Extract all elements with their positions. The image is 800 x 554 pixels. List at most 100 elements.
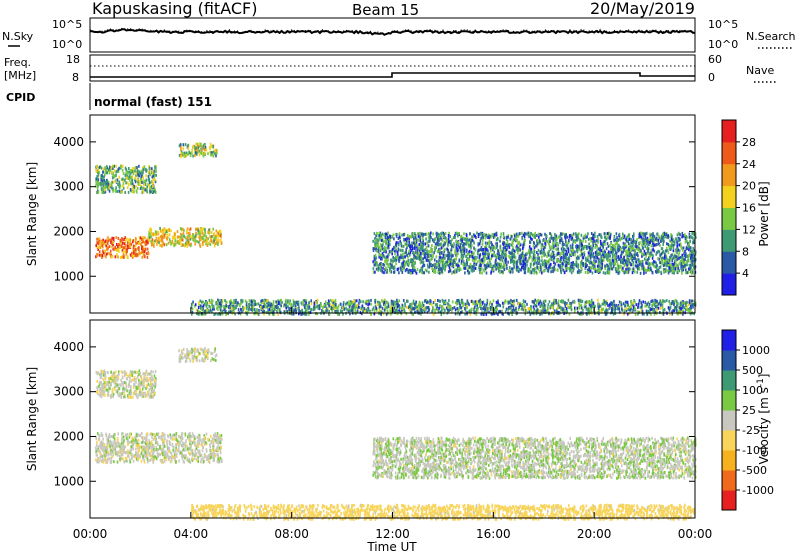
range-cell bbox=[472, 252, 475, 255]
range-cell bbox=[214, 152, 216, 156]
range-cell bbox=[666, 264, 668, 268]
range-cell bbox=[626, 265, 629, 269]
range-cell bbox=[132, 254, 135, 258]
noise-left-tick-bottom: 10^0 bbox=[52, 38, 82, 51]
range-cell bbox=[625, 245, 628, 249]
range-cell bbox=[638, 262, 641, 266]
range-cell bbox=[452, 242, 455, 246]
range-cell bbox=[398, 271, 400, 275]
range-cell bbox=[623, 271, 626, 275]
range-cell bbox=[151, 171, 154, 175]
range-cell bbox=[565, 241, 568, 245]
range-cell bbox=[634, 248, 637, 252]
range-cell bbox=[133, 249, 135, 253]
range-cell bbox=[145, 169, 148, 173]
range-cell bbox=[592, 262, 595, 266]
range-cell bbox=[610, 246, 612, 249]
range-cell bbox=[521, 260, 523, 263]
range-cell bbox=[138, 164, 140, 168]
range-cell bbox=[469, 263, 472, 267]
range-cell bbox=[540, 248, 543, 252]
range-cell bbox=[568, 266, 570, 270]
range-cell bbox=[140, 177, 143, 181]
range-cell bbox=[610, 264, 613, 268]
range-cell bbox=[647, 247, 649, 251]
range-cell bbox=[584, 270, 587, 274]
range-cell bbox=[612, 249, 614, 253]
range-cell bbox=[553, 268, 555, 272]
range-cell bbox=[514, 239, 517, 243]
range-cell bbox=[565, 253, 567, 256]
range-cell bbox=[636, 270, 639, 274]
range-cell bbox=[417, 232, 419, 236]
range-cell bbox=[122, 241, 124, 245]
range-cell bbox=[435, 232, 438, 236]
range-cell bbox=[542, 239, 544, 243]
range-cell bbox=[409, 246, 412, 250]
range-cell bbox=[151, 167, 153, 171]
range-cell bbox=[426, 263, 429, 267]
range-cell bbox=[202, 144, 205, 148]
range-cell bbox=[653, 235, 656, 239]
range-cell bbox=[619, 247, 622, 251]
range-cell bbox=[521, 266, 523, 269]
range-cell bbox=[563, 248, 566, 252]
range-cell bbox=[570, 245, 572, 249]
range-cell bbox=[484, 249, 486, 253]
range-cell bbox=[610, 241, 613, 245]
range-cell bbox=[378, 255, 380, 259]
range-cell bbox=[631, 258, 633, 262]
range-cell bbox=[478, 249, 480, 253]
range-cell bbox=[626, 251, 628, 255]
range-cell bbox=[577, 234, 579, 237]
range-cell bbox=[147, 241, 149, 245]
range-cell bbox=[112, 189, 114, 193]
range-cell bbox=[188, 228, 191, 232]
range-cell bbox=[126, 248, 128, 252]
range-cell bbox=[505, 251, 507, 255]
range-cell bbox=[559, 239, 561, 243]
range-cell bbox=[142, 248, 144, 252]
range-cell bbox=[592, 261, 595, 265]
range-cell bbox=[421, 249, 424, 253]
range-cell bbox=[381, 232, 384, 236]
range-cell bbox=[534, 298, 536, 302]
range-cell bbox=[155, 232, 158, 236]
range-cell bbox=[197, 232, 200, 236]
range-cell bbox=[375, 246, 378, 250]
range-cell bbox=[402, 253, 404, 256]
range-cell bbox=[163, 243, 166, 247]
range-cell bbox=[188, 151, 191, 155]
range-cell bbox=[124, 243, 127, 247]
range-cell bbox=[373, 260, 376, 264]
range-cell bbox=[518, 257, 520, 261]
range-cell bbox=[431, 248, 433, 252]
range-cell bbox=[106, 182, 108, 186]
range-cell bbox=[659, 255, 662, 259]
range-cell bbox=[565, 240, 567, 244]
range-cell bbox=[538, 241, 540, 245]
range-cell bbox=[588, 259, 590, 263]
range-cell bbox=[656, 243, 658, 246]
range-cell bbox=[435, 266, 438, 270]
range-cell bbox=[154, 189, 156, 193]
range-cell bbox=[522, 250, 524, 254]
range-cell bbox=[489, 262, 492, 266]
range-cell bbox=[550, 262, 552, 266]
range-cell bbox=[539, 263, 542, 267]
range-cell bbox=[386, 259, 388, 263]
range-cell bbox=[217, 234, 220, 238]
range-cell bbox=[135, 254, 137, 258]
range-cell bbox=[529, 250, 532, 254]
range-cell bbox=[384, 236, 387, 239]
range-cell bbox=[602, 257, 605, 261]
range-cell bbox=[150, 235, 153, 239]
range-cell bbox=[435, 246, 438, 250]
range-cell bbox=[456, 263, 458, 267]
range-cell bbox=[604, 255, 606, 259]
range-cell bbox=[656, 305, 658, 309]
range-cell bbox=[653, 249, 656, 253]
range-cell bbox=[565, 243, 567, 247]
range-cell bbox=[550, 258, 553, 262]
range-cell bbox=[598, 257, 600, 261]
